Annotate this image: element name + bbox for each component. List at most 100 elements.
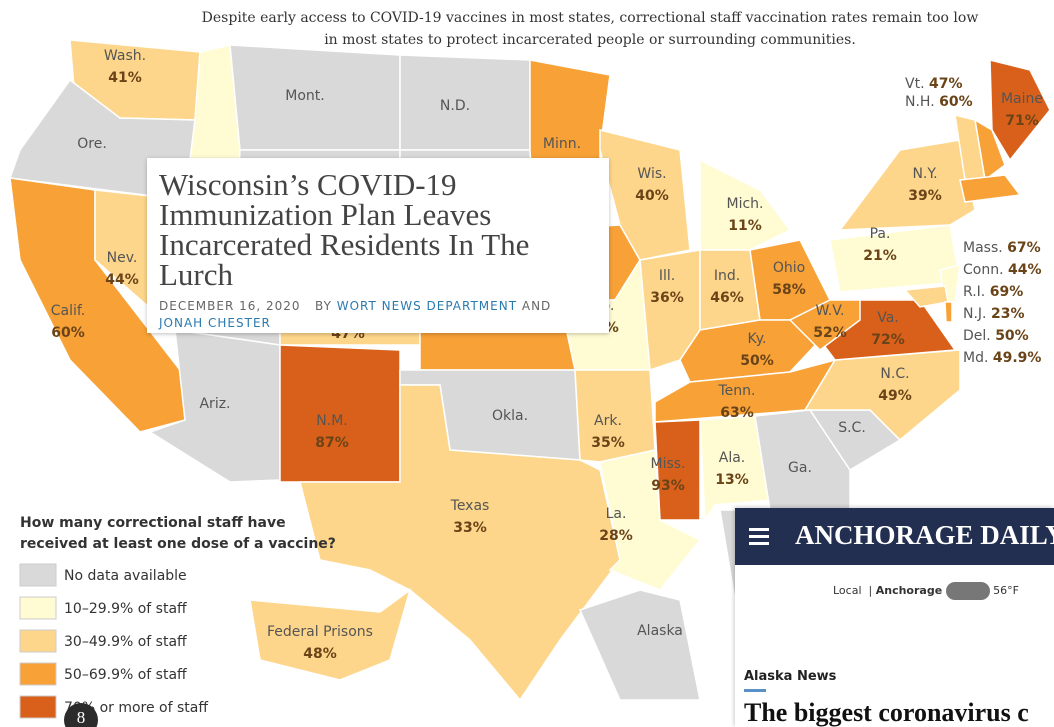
state-value: 44%: [1008, 262, 1042, 278]
state-value: 93%: [651, 478, 685, 494]
state-name: Minn.: [543, 136, 581, 152]
state-value: 49%: [878, 388, 912, 404]
state-value: 60%: [939, 94, 973, 110]
state-name: Nev.: [107, 250, 138, 266]
temperature: 56°F: [993, 584, 1019, 597]
state-value: 13%: [715, 472, 749, 488]
state-name: Pa.: [870, 226, 891, 242]
brand[interactable]: ANCHORAGE DAILY: [795, 520, 1054, 550]
state-name: Mont.: [285, 88, 324, 104]
state-value: 71%: [1005, 113, 1039, 129]
state-name: N.H.: [905, 94, 935, 110]
article-meta: DECEMBER 16, 2020 BY WORT NEWS DEPARTMEN…: [159, 298, 597, 332]
state-name: N.C.: [880, 366, 909, 382]
state-label: R.I. 69%: [963, 284, 1023, 300]
section-bar: [744, 689, 766, 692]
section[interactable]: Alaska News: [744, 669, 837, 684]
state-label: N.J. 23%: [963, 306, 1024, 322]
state-value: 46%: [710, 290, 744, 306]
state-name: Wash.: [104, 48, 146, 64]
state-value: 50%: [740, 353, 774, 369]
state-value: 72%: [871, 332, 905, 348]
state-value: 87%: [315, 435, 349, 451]
state-value: 60%: [51, 325, 85, 341]
nav: Local | Anchorage 56°F: [833, 582, 1019, 600]
header-line: in most states to protect incarcerated p…: [324, 32, 856, 48]
state-value: 23%: [991, 306, 1025, 322]
menu-icon[interactable]: [747, 522, 777, 552]
state-label: Md. 49.9%: [963, 350, 1041, 366]
and: AND: [521, 299, 552, 313]
state-name: Texas: [450, 498, 490, 514]
state-name: N.J.: [963, 306, 987, 322]
state-name: Del.: [963, 328, 991, 344]
state-name: Ga.: [788, 460, 812, 476]
state-value: 52%: [813, 325, 847, 341]
state-name: Ariz.: [199, 396, 230, 412]
state-name: Md.: [963, 350, 988, 366]
headline[interactable]: The biggest coronavirus c: [744, 698, 1029, 727]
state-value: 35%: [591, 435, 625, 451]
state-name: Va.: [877, 310, 899, 326]
nav-link[interactable]: Local: [833, 584, 862, 597]
state-value: 39%: [908, 188, 942, 204]
author-link[interactable]: JONAH CHESTER: [159, 316, 271, 330]
state-name: Alaska: [637, 623, 683, 639]
state-label: Mass. 67%: [963, 240, 1041, 256]
state-name: Ind.: [714, 268, 740, 284]
state-value: 41%: [108, 70, 142, 86]
article-title[interactable]: Wisconsin’s COVID-19 Immunization Plan L…: [159, 167, 530, 292]
state-value: 28%: [599, 528, 633, 544]
state-value: 69%: [990, 284, 1024, 300]
nav-sep: |: [868, 584, 873, 597]
state-label: Conn. 44%: [963, 262, 1042, 278]
adn-panel: ANCHORAGE DAILY Local | Anchorage 56°F A…: [735, 508, 1054, 727]
state-name: N.D.: [440, 98, 470, 114]
cloud-icon: [945, 582, 990, 600]
legend-swatch: [19, 629, 57, 653]
nav-link[interactable]: Anchorage: [875, 584, 943, 597]
adn-header: ANCHORAGE DAILY: [735, 508, 1054, 565]
state-name: Ky.: [748, 331, 767, 347]
author-link[interactable]: WORT NEWS DEPARTMENT: [336, 299, 518, 313]
state-name: Tenn.: [718, 383, 756, 399]
legend-swatch: [19, 563, 57, 587]
legend-label: 50–69.9% of staff: [64, 667, 187, 683]
state-value: 58%: [772, 282, 806, 298]
state-name: Miss.: [650, 456, 685, 472]
state-name: Conn.: [963, 262, 1004, 278]
state-value: 67%: [1007, 240, 1041, 256]
state-value: 49.9%: [993, 350, 1042, 366]
header-line: Despite early access to COVID-19 vaccine…: [202, 10, 979, 26]
state-name: S.C.: [838, 420, 866, 436]
state-value: 36%: [650, 290, 684, 306]
state-name: Okla.: [492, 408, 528, 424]
state-name: N.Y.: [912, 166, 937, 182]
state-value: 21%: [863, 248, 897, 264]
state-value: 11%: [728, 218, 762, 234]
legend-label: 70% or more of staff: [64, 700, 208, 716]
state-name: Ark.: [594, 413, 622, 429]
state-name: W.V.: [816, 303, 845, 319]
legend-title: received at least one dose of a vaccine?: [20, 536, 336, 552]
state-name: Federal Prisons: [267, 624, 373, 640]
legend-label: 10–29.9% of staff: [64, 601, 187, 617]
state-value: 50%: [995, 328, 1029, 344]
article-card[interactable]: Wisconsin’s COVID-19 Immunization Plan L…: [147, 158, 609, 333]
states: [8, 39, 1051, 702]
legend-swatch: [19, 695, 57, 719]
legend-swatch: [19, 596, 57, 620]
state-name: La.: [606, 506, 627, 522]
state-name: Ala.: [719, 450, 746, 466]
state-value: 63%: [720, 405, 754, 421]
state-value: 40%: [635, 188, 669, 204]
state-label: Del. 50%: [963, 328, 1029, 344]
state-name: Ore.: [77, 136, 107, 152]
badge[interactable]: 8: [64, 703, 98, 727]
state-name: N.M.: [316, 413, 347, 429]
state-name: Mich.: [727, 196, 764, 212]
legend-swatch: [19, 662, 57, 686]
state-name: Mass.: [963, 240, 1003, 256]
